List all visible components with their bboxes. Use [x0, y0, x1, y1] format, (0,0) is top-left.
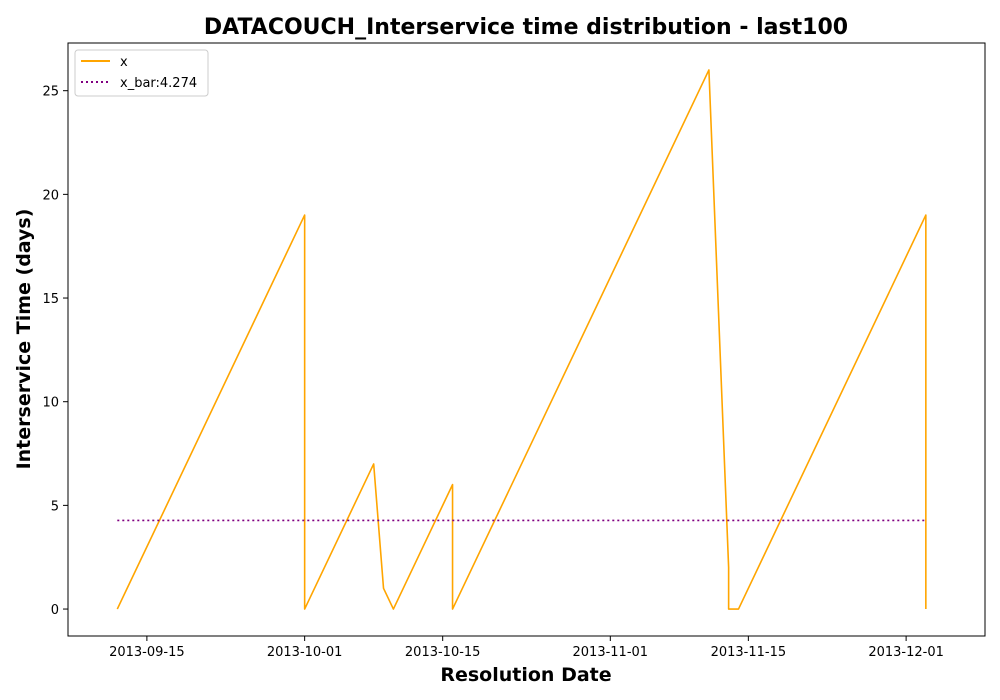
- legend-label-x: x: [120, 55, 128, 70]
- y-tick-label: 15: [42, 292, 59, 307]
- x-tick-label: 2013-10-01: [267, 645, 343, 660]
- x-axis-label: Resolution Date: [440, 664, 611, 686]
- chart-title: DATACOUCH_Interservice time distribution…: [204, 15, 848, 40]
- x-tick-label: 2013-11-15: [711, 645, 787, 660]
- legend: x x_bar:4.274: [74, 49, 209, 97]
- y-axis-label: Interservice Time (days): [13, 209, 35, 470]
- x-tick-label: 2013-11-01: [573, 645, 649, 660]
- plot-area: [67, 42, 986, 637]
- y-tick-label: 0: [51, 603, 59, 618]
- y-tick-label: 5: [51, 499, 59, 514]
- x-tick-label: 2013-10-15: [405, 645, 481, 660]
- legend-label-x-bar: x_bar:4.274: [120, 76, 197, 91]
- y-tick-label: 25: [42, 85, 59, 100]
- x-tick-label: 2013-12-01: [868, 645, 944, 660]
- y-tick-label: 10: [42, 396, 59, 411]
- x-tick-label: 2013-09-15: [109, 645, 185, 660]
- y-axis-ticks: 0 5 10 15 20 25: [42, 85, 68, 618]
- series-line-x: [116, 69, 927, 610]
- y-tick-label: 20: [42, 188, 59, 203]
- series-layer: [116, 69, 927, 610]
- x-axis-ticks: 2013-09-15 2013-10-01 2013-10-15 2013-11-01…: [109, 636, 944, 660]
